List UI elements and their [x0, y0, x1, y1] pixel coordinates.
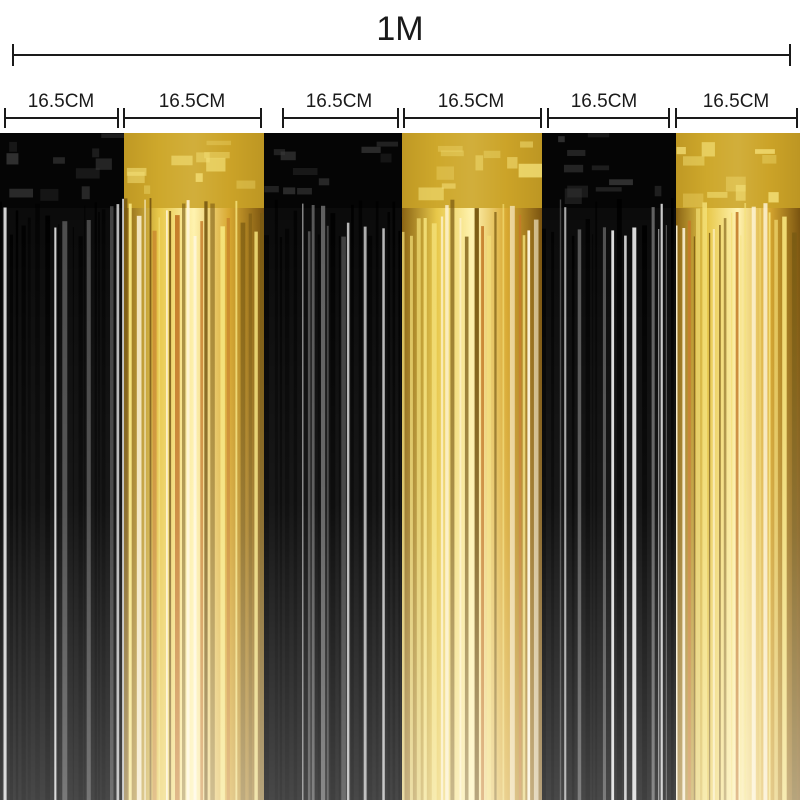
- foil-crinkle: [507, 157, 518, 169]
- panel-shine-overlay: [0, 208, 124, 800]
- foil-crinkle: [755, 149, 775, 154]
- panel-shine-overlay: [124, 208, 264, 800]
- foil-crinkle: [53, 157, 65, 164]
- foil-crinkle: [762, 154, 777, 164]
- foil-crinkle: [127, 171, 145, 184]
- foil-crinkle: [591, 165, 610, 171]
- foil-crinkle: [676, 146, 686, 155]
- panel-shine-overlay: [676, 208, 800, 800]
- foil-crinkle: [440, 150, 464, 157]
- foil-crinkle: [380, 153, 392, 163]
- foil-crinkle: [563, 164, 584, 173]
- foil-crinkle: [682, 156, 705, 166]
- panel-dimension-6: [675, 108, 798, 128]
- foil-crinkle: [9, 188, 34, 198]
- foil-crinkle: [297, 187, 312, 195]
- foil-crinkle: [518, 163, 543, 178]
- foil-crinkle: [701, 142, 715, 157]
- overall-width-label: 1M: [376, 10, 424, 48]
- foil-crinkle: [204, 151, 230, 159]
- foil-crinkle: [483, 150, 501, 159]
- foil-crinkle: [595, 187, 622, 192]
- foil-crinkle: [195, 173, 203, 182]
- foil-crinkle: [95, 158, 112, 170]
- foil-crinkle: [725, 176, 746, 192]
- foil-crinkle: [437, 145, 463, 152]
- foil-crinkle: [92, 148, 100, 158]
- foil-crinkle: [587, 133, 610, 138]
- panel-dimension-2: [123, 108, 262, 128]
- foil-crinkle: [475, 155, 484, 171]
- foil-crinkle: [292, 167, 318, 176]
- panel-shine-overlay: [542, 208, 676, 800]
- foil-crinkle: [441, 183, 456, 189]
- foil-crinkle: [318, 178, 330, 186]
- panel-dimensions: [4, 108, 798, 128]
- panel-shine-overlay: [264, 208, 402, 800]
- panel-dimension-1: [4, 108, 119, 128]
- curtain-panel-6-gold: [676, 133, 800, 800]
- curtain-panels: [0, 133, 800, 800]
- foil-crinkle: [280, 151, 296, 161]
- foil-crinkle: [206, 157, 226, 172]
- curtain-panel-2-gold: [124, 133, 264, 800]
- foil-crinkle: [567, 149, 586, 156]
- curtain-panel-5-black: [542, 133, 676, 800]
- foil-crinkle: [171, 155, 193, 166]
- foil-crinkle: [273, 149, 286, 156]
- panel-header-band: [124, 133, 264, 208]
- foil-crinkle: [196, 152, 210, 163]
- foil-crinkle: [9, 141, 17, 152]
- foil-crinkle: [101, 133, 125, 138]
- foil-crinkle: [558, 136, 565, 143]
- foil-crinkle: [6, 153, 19, 165]
- panel-dimension-3: [282, 108, 399, 128]
- foil-crinkle: [520, 141, 533, 148]
- foil-crinkle: [236, 180, 256, 189]
- curtain-panel-1-black: [0, 133, 126, 800]
- foil-crinkle: [564, 188, 582, 205]
- panel-width-label-5: 16.5CM: [570, 91, 638, 112]
- foil-crinkle: [264, 185, 279, 193]
- foil-crinkle: [283, 187, 296, 195]
- foil-crinkle: [81, 186, 90, 200]
- panel-header-band: [542, 133, 676, 208]
- panel-width-label-2: 16.5CM: [158, 91, 226, 112]
- foil-crinkle: [361, 146, 381, 153]
- foil-crinkle: [768, 192, 779, 203]
- panel-dimension-5: [547, 108, 670, 128]
- foil-crinkle: [376, 141, 399, 147]
- panel-shine-overlay: [402, 208, 542, 800]
- curtain-panel-3-black: [264, 133, 404, 800]
- panel-width-label-4: 16.5CM: [437, 91, 505, 112]
- curtain-panel-4-gold: [402, 133, 543, 800]
- foil-crinkle: [436, 166, 454, 180]
- foil-crinkle: [609, 179, 633, 186]
- foil-crinkle: [75, 168, 100, 179]
- panel-width-label-6: 16.5CM: [702, 91, 770, 112]
- panel-dimension-4: [403, 108, 542, 128]
- foil-crinkle: [707, 191, 728, 198]
- foil-crinkle: [682, 193, 704, 208]
- foil-crinkle: [418, 187, 444, 201]
- foil-crinkle: [735, 184, 746, 201]
- foil-crinkle: [206, 140, 232, 146]
- panel-width-label-1: 16.5CM: [27, 91, 95, 112]
- foil-crinkle: [40, 188, 59, 201]
- panel-width-label-3: 16.5CM: [305, 91, 373, 112]
- foil-crinkle: [567, 185, 589, 198]
- foil-crinkle: [143, 185, 151, 194]
- overall-dimension: [12, 44, 791, 66]
- foil-crinkle: [654, 185, 662, 197]
